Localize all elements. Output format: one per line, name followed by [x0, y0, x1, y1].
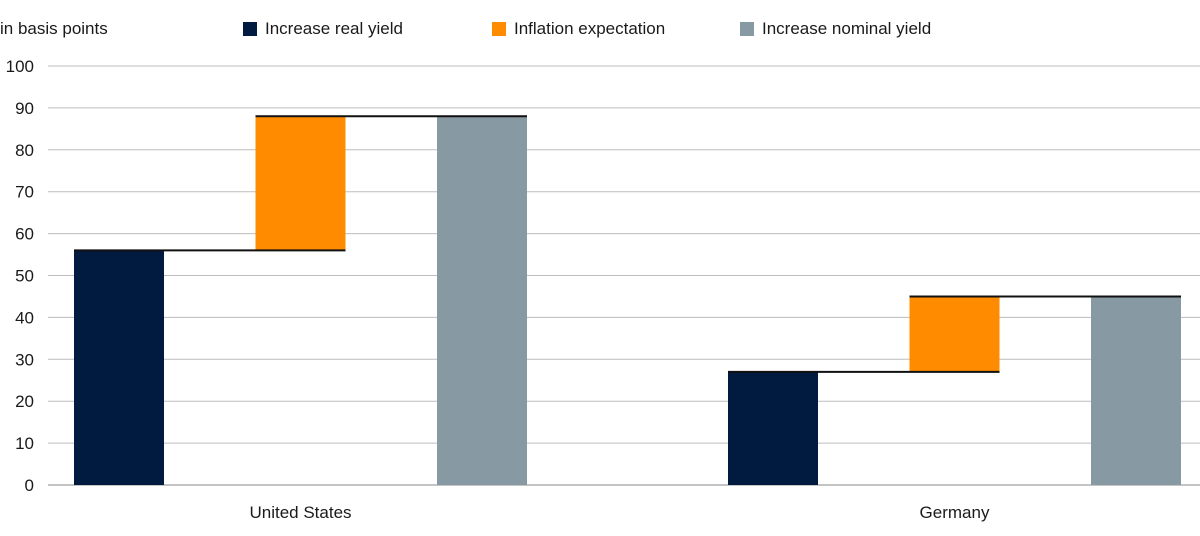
y-tick-label: 30 [15, 350, 34, 369]
legend-label-nominal-yield: Increase nominal yield [762, 19, 932, 38]
y-tick-label: 60 [15, 225, 34, 244]
bar-inflation-expectation [255, 116, 346, 251]
y-tick-label: 80 [15, 141, 34, 160]
bar-real-yield [74, 250, 164, 485]
bar-nominal-yield [1091, 296, 1181, 485]
x-category-label: Germany [920, 503, 990, 522]
legend-label-inflation-expectation: Inflation expectation [514, 19, 666, 38]
legend-swatch-inflation-expectation [492, 22, 506, 36]
chart-legend: in basis points Increase real yield Infl… [0, 19, 1200, 43]
legend-swatch-real-yield [243, 22, 257, 36]
x-category-label: United States [249, 503, 351, 522]
y-tick-label: 10 [15, 434, 34, 453]
legend-swatch-nominal-yield [740, 22, 754, 36]
legend-item-real-yield: Increase real yield [243, 19, 403, 39]
bar-inflation-expectation [909, 296, 1000, 372]
y-tick-label: 40 [15, 308, 34, 327]
y-tick-label: 70 [15, 183, 34, 202]
legend-label-real-yield: Increase real yield [265, 19, 403, 38]
bar-real-yield [728, 371, 818, 485]
bar-nominal-yield [437, 116, 527, 485]
legend-item-inflation-expectation: Inflation expectation [492, 19, 665, 39]
y-tick-label: 50 [15, 267, 34, 286]
y-tick-label: 0 [25, 476, 34, 495]
y-tick-label: 90 [15, 99, 34, 118]
y-tick-label: 20 [15, 392, 34, 411]
y-axis-unit-label: in basis points [0, 19, 108, 38]
legend-item-nominal-yield: Increase nominal yield [740, 19, 931, 39]
y-tick-label: 100 [6, 57, 34, 76]
